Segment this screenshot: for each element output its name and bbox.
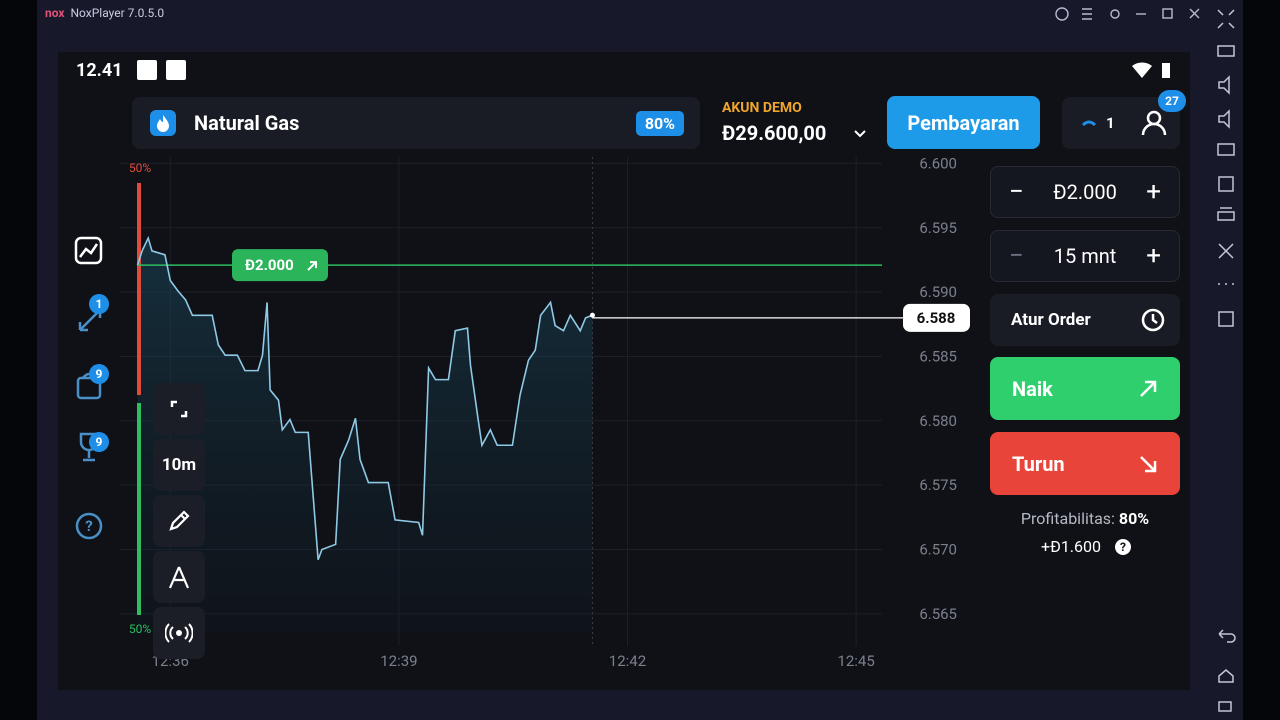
trades-icon xyxy=(1081,120,1097,127)
sentiment-down-bar xyxy=(137,183,141,395)
account-balance[interactable]: Đ29.600,00 xyxy=(722,121,827,145)
profile-icon xyxy=(1141,110,1166,136)
duration-plus[interactable]: + xyxy=(1146,241,1161,271)
x-tick-label: 12:42 xyxy=(609,652,646,670)
amount-plus[interactable]: + xyxy=(1146,177,1161,207)
window-title-text: NoxPlayer 7.0.5.0 xyxy=(70,6,165,20)
profitability-label: Profitabilitas: xyxy=(1020,509,1115,528)
status-icons xyxy=(1132,62,1170,78)
deposit-button[interactable]: Pembayaran xyxy=(887,96,1040,149)
notifications-badge: 27 xyxy=(1158,90,1186,112)
draw-button[interactable] xyxy=(153,495,205,547)
order-tag xyxy=(232,249,328,282)
price-line xyxy=(136,235,593,561)
x-tick-label: 12:45 xyxy=(837,652,874,670)
order-amount: Đ2.000 xyxy=(245,256,294,274)
x-tick-label: 12:39 xyxy=(380,652,417,670)
amount-input[interactable]: − Đ2.000 + xyxy=(990,166,1180,218)
sentiment-up-label: 50% xyxy=(129,622,151,636)
account-label: AKUN DEMO xyxy=(722,100,802,116)
y-tick-label: 6.570 xyxy=(919,540,957,558)
status-time: 12.41 xyxy=(76,60,123,81)
y-tick-label: 6.580 xyxy=(919,412,957,430)
profit: +Đ1.600 xyxy=(1041,537,1101,556)
sentiment-up-bar xyxy=(137,403,141,615)
fullscreen-button[interactable] xyxy=(153,383,205,435)
open-trades: 1 xyxy=(1106,114,1115,132)
current-point xyxy=(589,312,595,318)
y-tick-label: 6.590 xyxy=(919,283,957,301)
down-button-label: Turun xyxy=(1012,451,1065,476)
order-button[interactable]: Atur Order xyxy=(990,294,1180,346)
indicators-button[interactable] xyxy=(153,551,205,603)
account-dropdown[interactable] xyxy=(852,127,868,141)
down-button[interactable]: Turun xyxy=(990,432,1180,495)
svg-text:?: ? xyxy=(85,517,92,535)
profitability: Profitabilitas: 80% xyxy=(990,509,1180,528)
status-icon xyxy=(166,60,186,80)
profitability-value: 80% xyxy=(1118,509,1150,528)
price-area xyxy=(137,238,593,633)
nav-badge: 9 xyxy=(89,432,109,452)
window-title: nox NoxPlayer 7.0.5.0 xyxy=(45,6,165,20)
profit-help[interactable]: ? xyxy=(1115,539,1131,555)
asset-selector[interactable]: Natural Gas 80% xyxy=(132,97,700,149)
amount-minus[interactable]: − xyxy=(1009,177,1024,207)
timeframe-button[interactable]: 10m xyxy=(153,439,205,491)
asset-icon xyxy=(150,110,176,136)
current-price-label: 6.588 xyxy=(917,309,956,327)
duration-value: 15 mnt xyxy=(1053,244,1117,268)
amount-value: Đ2.000 xyxy=(1053,180,1117,204)
duration-minus[interactable]: − xyxy=(1009,241,1024,271)
current-price-tag xyxy=(903,303,970,332)
up-button[interactable]: Naik xyxy=(990,357,1180,420)
sentiment-down-label: 50% xyxy=(129,161,151,175)
y-tick-label: 6.595 xyxy=(919,219,957,237)
duration-input[interactable]: − 15 mnt + xyxy=(990,230,1180,282)
nav-badge: 1 xyxy=(89,294,109,314)
order-arrow xyxy=(307,261,317,271)
y-tick-label: 6.585 xyxy=(919,347,957,365)
signals-button[interactable] xyxy=(153,607,205,659)
asset-payout: 80% xyxy=(635,110,684,136)
status-icon xyxy=(137,60,157,80)
y-tick-label: 6.575 xyxy=(919,476,957,494)
order-button-label: Atur Order xyxy=(1011,310,1091,330)
y-tick-label: 6.565 xyxy=(919,605,957,623)
window-controls xyxy=(1055,7,1200,21)
nav-badge: 9 xyxy=(89,364,109,384)
asset-name: Natural Gas xyxy=(194,111,300,135)
up-button-label: Naik xyxy=(1012,376,1053,401)
emulator-sidebar xyxy=(1217,9,1236,712)
y-tick-label: 6.600 xyxy=(919,154,957,172)
